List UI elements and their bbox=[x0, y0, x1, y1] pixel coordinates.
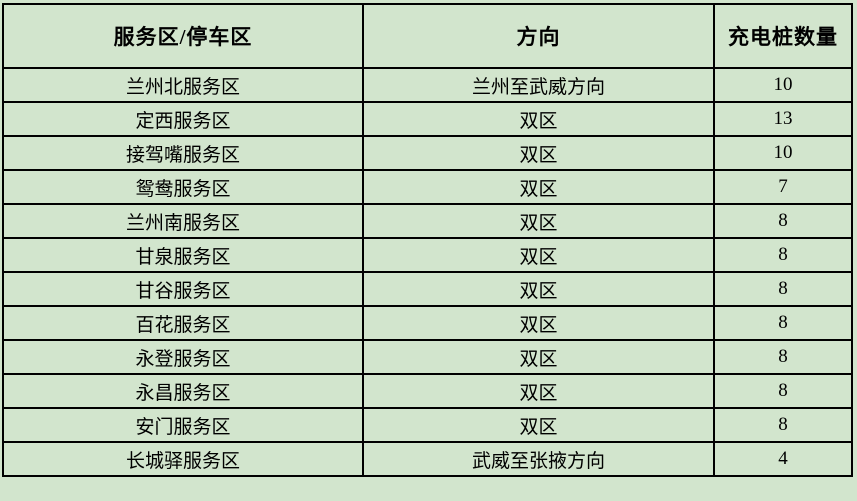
cell-service-area: 百花服务区 bbox=[2, 305, 364, 341]
table-header: 服务区/停车区 方向 充电桩数量 bbox=[2, 3, 853, 69]
cell-direction: 双区 bbox=[362, 135, 715, 171]
cell-service-area: 定西服务区 bbox=[2, 101, 364, 137]
cell-service-area: 甘泉服务区 bbox=[2, 237, 364, 273]
cell-direction: 双区 bbox=[362, 339, 715, 375]
table-row: 安门服务区 双区 8 bbox=[2, 407, 853, 443]
cell-direction: 双区 bbox=[362, 305, 715, 341]
column-header-pile-count: 充电桩数量 bbox=[713, 3, 853, 69]
cell-pile-count: 13 bbox=[713, 101, 853, 137]
cell-service-area: 鸳鸯服务区 bbox=[2, 169, 364, 205]
table-row: 鸳鸯服务区 双区 7 bbox=[2, 169, 853, 205]
charging-piles-table: 服务区/停车区 方向 充电桩数量 兰州北服务区 兰州至武威方向 10 定西服务区 双区 1… bbox=[2, 3, 853, 477]
table-body: 兰州北服务区 兰州至武威方向 10 定西服务区 双区 13 接驾嘴服务区 双区 10 鸳鸯服务区双… bbox=[2, 67, 853, 477]
cell-direction: 双区 bbox=[362, 203, 715, 239]
cell-pile-count: 10 bbox=[713, 67, 853, 103]
table-row: 永昌服务区 双区 8 bbox=[2, 373, 853, 409]
cell-direction: 双区 bbox=[362, 237, 715, 273]
cell-service-area: 兰州南服务区 bbox=[2, 203, 364, 239]
header-row: 服务区/停车区 方向 充电桩数量 bbox=[2, 3, 853, 69]
cell-pile-count: 8 bbox=[713, 373, 853, 409]
table-row: 定西服务区 双区 13 bbox=[2, 101, 853, 137]
cell-service-area: 长城驿服务区 bbox=[2, 441, 364, 477]
cell-pile-count: 4 bbox=[713, 441, 853, 477]
cell-service-area: 兰州北服务区 bbox=[2, 67, 364, 103]
table-row: 永登服务区 双区 8 bbox=[2, 339, 853, 375]
table-row: 兰州北服务区 兰州至武威方向 10 bbox=[2, 67, 853, 103]
cell-service-area: 永登服务区 bbox=[2, 339, 364, 375]
cell-direction: 双区 bbox=[362, 169, 715, 205]
table-row: 接驾嘴服务区 双区 10 bbox=[2, 135, 853, 171]
table-row: 甘泉服务区 双区 8 bbox=[2, 237, 853, 273]
table-row: 百花服务区 双区 8 bbox=[2, 305, 853, 341]
cell-direction: 武威至张掖方向 bbox=[362, 441, 715, 477]
table-row: 兰州南服务区 双区 8 bbox=[2, 203, 853, 239]
table-row: 长城驿服务区 武威至张掖方向 4 bbox=[2, 441, 853, 477]
cell-direction: 双区 bbox=[362, 373, 715, 409]
cell-pile-count: 8 bbox=[713, 271, 853, 307]
column-header-direction: 方向 bbox=[362, 3, 715, 69]
cell-pile-count: 10 bbox=[713, 135, 853, 171]
cell-pile-count: 8 bbox=[713, 407, 853, 443]
cell-service-area: 接驾嘴服务区 bbox=[2, 135, 364, 171]
cell-direction: 双区 bbox=[362, 101, 715, 137]
column-header-service-area: 服务区/停车区 bbox=[2, 3, 364, 69]
cell-pile-count: 8 bbox=[713, 305, 853, 341]
table-row: 甘谷服务区 双区 8 bbox=[2, 271, 853, 307]
cell-service-area: 甘谷服务区 bbox=[2, 271, 364, 307]
cell-pile-count: 8 bbox=[713, 203, 853, 239]
cell-pile-count: 8 bbox=[713, 237, 853, 273]
cell-service-area: 永昌服务区 bbox=[2, 373, 364, 409]
cell-pile-count: 7 bbox=[713, 169, 853, 205]
cell-service-area: 安门服务区 bbox=[2, 407, 364, 443]
cell-pile-count: 8 bbox=[713, 339, 853, 375]
cell-direction: 双区 bbox=[362, 271, 715, 307]
cell-direction: 双区 bbox=[362, 407, 715, 443]
cell-direction: 兰州至武威方向 bbox=[362, 67, 715, 103]
